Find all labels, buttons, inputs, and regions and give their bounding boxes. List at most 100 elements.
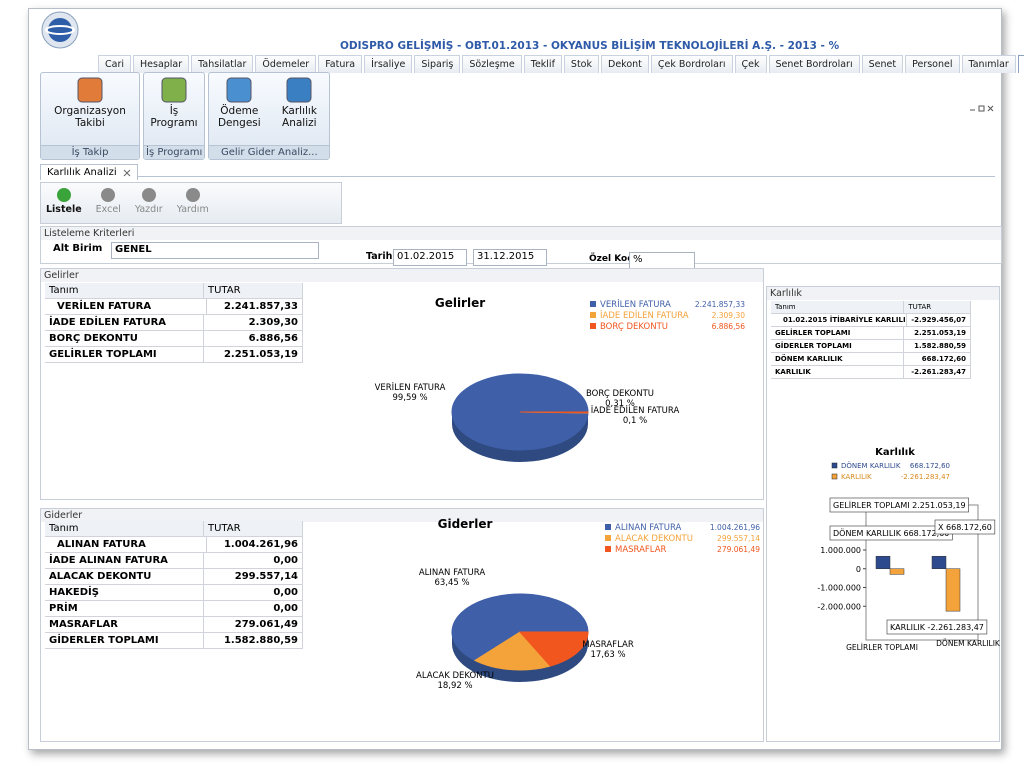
grid-row: HAKEDİŞ 0,00 xyxy=(45,585,303,601)
alt-birim-input[interactable]: GENEL xyxy=(111,242,319,259)
alt-birim-label: Alt Birim xyxy=(53,243,103,254)
window-title: ODISPRO GELİŞMİŞ - OBT.01.2013 - OKYANUS… xyxy=(340,40,840,52)
grid-cell: GİDERLER TOPLAMI xyxy=(45,633,204,648)
ribbon-group: Ödeme Dengesi Karlılık Analizi Gelir Gider… xyxy=(208,72,331,160)
grid-row: 01.02.2015 İTİBARİYLE KARLILIK -2.929.456… xyxy=(771,314,971,327)
toolbar-button-label: Yazdır xyxy=(134,204,163,215)
grid-row: GİDERLER TOPLAMI 1.582.880,59 xyxy=(771,340,971,353)
ribbon-button-label: Ödeme Dengesi xyxy=(217,105,261,129)
menu-tab[interactable]: Stok xyxy=(563,55,599,73)
karlilik-panel: Karlılık Tanım TUTAR 01.02.2015 İTİBARİYLE… xyxy=(766,286,1000,742)
menu-tab[interactable]: Senet xyxy=(861,55,904,73)
ribbon-group: Organizasyon Takibi İş Takip xyxy=(40,72,140,160)
menu-tab[interactable]: Teklif xyxy=(523,55,562,73)
grid-cell: VERİLEN FATURA xyxy=(45,299,207,314)
icon-shape xyxy=(226,77,252,103)
ribbon-button[interactable]: İş Programı xyxy=(144,73,204,145)
grid-row: ALINAN FATURA 1.004.261,96 xyxy=(45,537,303,553)
grid-cell: 299.557,14 xyxy=(204,569,303,584)
menu-tab[interactable]: Cari xyxy=(98,55,131,73)
karlilik-grid: Tanım TUTAR 01.02.2015 İTİBARİYLE KARLILIK… xyxy=(771,301,971,379)
toolbar-button[interactable]: Yazdır xyxy=(130,183,168,223)
grid-cell: 2.241.857,33 xyxy=(207,299,303,314)
grid-cell: 2.251.053,19 xyxy=(904,327,971,339)
ribbon-icon xyxy=(77,77,103,103)
ribbon-icon xyxy=(226,77,252,103)
grid-cell: 1.582.880,59 xyxy=(904,340,971,352)
grid-cell: PRİM xyxy=(45,601,204,616)
ribbon-button[interactable]: Ödeme Dengesi xyxy=(209,73,269,145)
menu-tab[interactable]: Çek xyxy=(734,55,767,73)
ozel-kod-label: Özel Kod xyxy=(589,254,634,264)
grid-cell: MASRAFLAR xyxy=(45,617,204,632)
grid-header-cell: Tanım xyxy=(45,283,204,298)
grid-cell: 1.004.261,96 xyxy=(207,537,303,552)
grid-header-cell: TUTAR xyxy=(904,301,971,313)
start-date-input[interactable]: 01.02.2015 xyxy=(393,249,467,266)
grid-row: VERİLEN FATURA 2.241.857,33 xyxy=(45,299,303,315)
grid-cell: İADE ALINAN FATURA xyxy=(45,553,204,568)
menu-tab[interactable]: İrsaliye xyxy=(364,55,413,73)
grid-cell: ALACAK DEKONTU xyxy=(45,569,204,584)
grid-row: DÖNEM KARLILIK 668.172,60 xyxy=(771,353,971,366)
ribbon-group-label: İş Takip xyxy=(41,145,139,159)
toolbar-button[interactable]: Listele xyxy=(41,183,87,223)
gelirler-title: Gelirler xyxy=(41,269,763,282)
ribbon-buttons: İş Programı xyxy=(144,73,204,145)
toolbar: Listele Excel Yazdır Yardım xyxy=(40,182,342,224)
ozel-kod-input[interactable]: % xyxy=(629,252,695,269)
menu-tabs: Cari Hesaplar Tahsilatlar Ödemeler Fatura İrs… xyxy=(98,55,1024,73)
grid-header-cell: Tanım xyxy=(771,301,905,313)
karlilik-title: Karlılık xyxy=(767,287,999,300)
menu-tab[interactable]: İş Takip xyxy=(1017,55,1024,73)
menu-tab[interactable]: Fatura xyxy=(318,55,363,73)
menu-tab[interactable]: Sözleşme xyxy=(462,55,522,73)
window-controls[interactable] xyxy=(968,104,996,114)
icon-shape xyxy=(161,77,187,103)
grid-cell: GELİRLER TOPLAMI xyxy=(45,347,204,362)
grid-cell: 0,00 xyxy=(204,601,303,616)
doc-tab[interactable]: Karlılık Analizi xyxy=(40,164,138,180)
grid-cell: HAKEDİŞ xyxy=(45,585,204,600)
toolbar-icon xyxy=(56,188,71,202)
toolbar-icon xyxy=(101,188,116,202)
doc-tab-strip: Karlılık Analizi xyxy=(40,160,995,180)
giderler-title: Giderler xyxy=(41,509,763,522)
ribbon-button[interactable]: Karlılık Analizi xyxy=(269,73,329,145)
grid-cell: GELİRLER TOPLAMI xyxy=(771,327,905,339)
grid-cell: 01.02.2015 İTİBARİYLE KARLILIK xyxy=(771,314,907,326)
grid-header-cell: TUTAR xyxy=(204,521,303,536)
end-date-input[interactable]: 31.12.2015 xyxy=(473,249,547,266)
menu-tab[interactable]: Sipariş xyxy=(414,55,461,73)
ribbon-group-label: Gelir Gider Analiz... xyxy=(209,145,330,159)
grid-cell: DÖNEM KARLILIK xyxy=(771,353,905,365)
menu-tab[interactable]: Personel xyxy=(905,55,960,73)
app-logo[interactable] xyxy=(40,10,80,50)
tab-close[interactable] xyxy=(123,169,131,177)
grid-header: Tanım TUTAR xyxy=(771,301,971,314)
menu-tab[interactable]: Dekont xyxy=(601,55,649,73)
icon-shape xyxy=(56,188,71,202)
doc-tab-label: Karlılık Analizi xyxy=(47,167,117,178)
toolbar-button[interactable]: Excel xyxy=(91,183,126,223)
menu-tab[interactable]: Tanımlar xyxy=(961,55,1016,73)
menu-tab[interactable]: Tahsilatlar xyxy=(191,55,254,73)
grid-header: Tanım TUTAR xyxy=(45,283,303,299)
giderler-grid: Tanım TUTAR ALINAN FATURA 1.004.261,96 İADE … xyxy=(45,521,303,649)
icon-shape xyxy=(101,188,116,202)
ribbon-icon xyxy=(161,77,187,103)
toolbar-icon xyxy=(185,188,200,202)
menu-tab[interactable]: Çek Bordroları xyxy=(650,55,733,73)
menu-tab[interactable]: Senet Bordroları xyxy=(768,55,860,73)
gelirler-grid: Tanım TUTAR VERİLEN FATURA 2.241.857,33 İADE… xyxy=(45,283,303,363)
ribbon-icon xyxy=(286,77,312,103)
ribbon-button[interactable]: Organizasyon Takibi xyxy=(41,73,139,145)
menu-tab[interactable]: Ödemeler xyxy=(255,55,317,73)
grid-cell: ALINAN FATURA xyxy=(45,537,207,552)
toolbar-button[interactable]: Yardım xyxy=(172,183,214,223)
ribbon-button-label: Organizasyon Takibi xyxy=(54,105,126,129)
toolbar-icon xyxy=(141,188,156,202)
grid-cell: 668.172,60 xyxy=(904,353,971,365)
menu-tab[interactable]: Hesaplar xyxy=(133,55,190,73)
